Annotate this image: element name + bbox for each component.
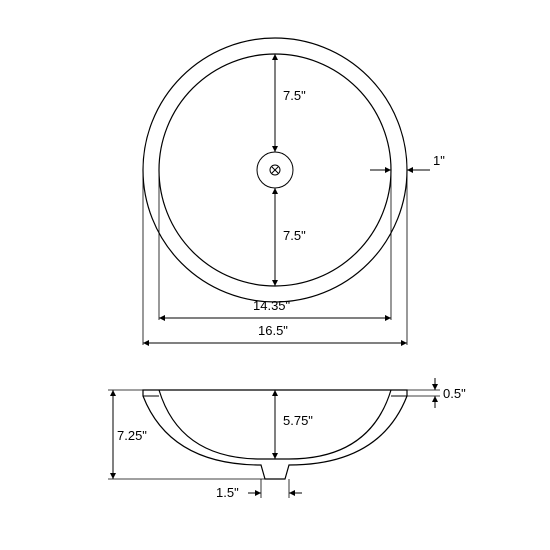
- label-total-height: 7.25": [117, 428, 147, 443]
- label-outer-dia: 16.5": [258, 323, 288, 338]
- label-drain-width: 1.5": [216, 485, 239, 500]
- label-inner-depth: 5.75": [283, 413, 313, 428]
- label-upper-radius: 7.5": [283, 88, 306, 103]
- drawing-svg: [0, 0, 550, 550]
- dimension-diagram: 7.5" 7.5" 1" 14.35" 16.5" 0.5" 5.75" 7.2…: [0, 0, 550, 550]
- label-rim-width: 1": [433, 153, 445, 168]
- label-lower-radius: 7.5": [283, 228, 306, 243]
- label-rim-thickness: 0.5": [443, 386, 466, 401]
- label-inner-dia: 14.35": [253, 298, 290, 313]
